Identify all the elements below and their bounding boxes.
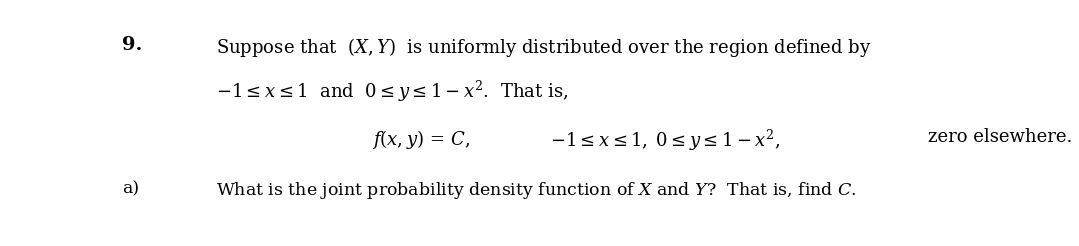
Text: Suppose that  $(X, Y)$  is uniformly distributed over the region defined by: Suppose that $(X, Y)$ is uniformly distr… (216, 36, 871, 59)
Text: What is the joint probability density function of $X$ and $Y$?  That is, find $C: What is the joint probability density fu… (216, 180, 857, 201)
Text: zero elsewhere.: zero elsewhere. (928, 128, 1073, 146)
Text: 9.: 9. (122, 36, 142, 54)
Text: $-1 \leq x \leq 1$  and  $0 \leq y \leq 1 - x^2$.  That is,: $-1 \leq x \leq 1$ and $0 \leq y \leq 1 … (216, 79, 569, 104)
Text: $f(x, y)\, =\, C,$: $f(x, y)\, =\, C,$ (372, 128, 470, 151)
Text: $-1 \leq x \leq 1,\; 0 \leq y \leq 1 - x^2,$: $-1 \leq x \leq 1,\; 0 \leq y \leq 1 - x… (550, 128, 780, 153)
Text: a): a) (122, 180, 139, 197)
